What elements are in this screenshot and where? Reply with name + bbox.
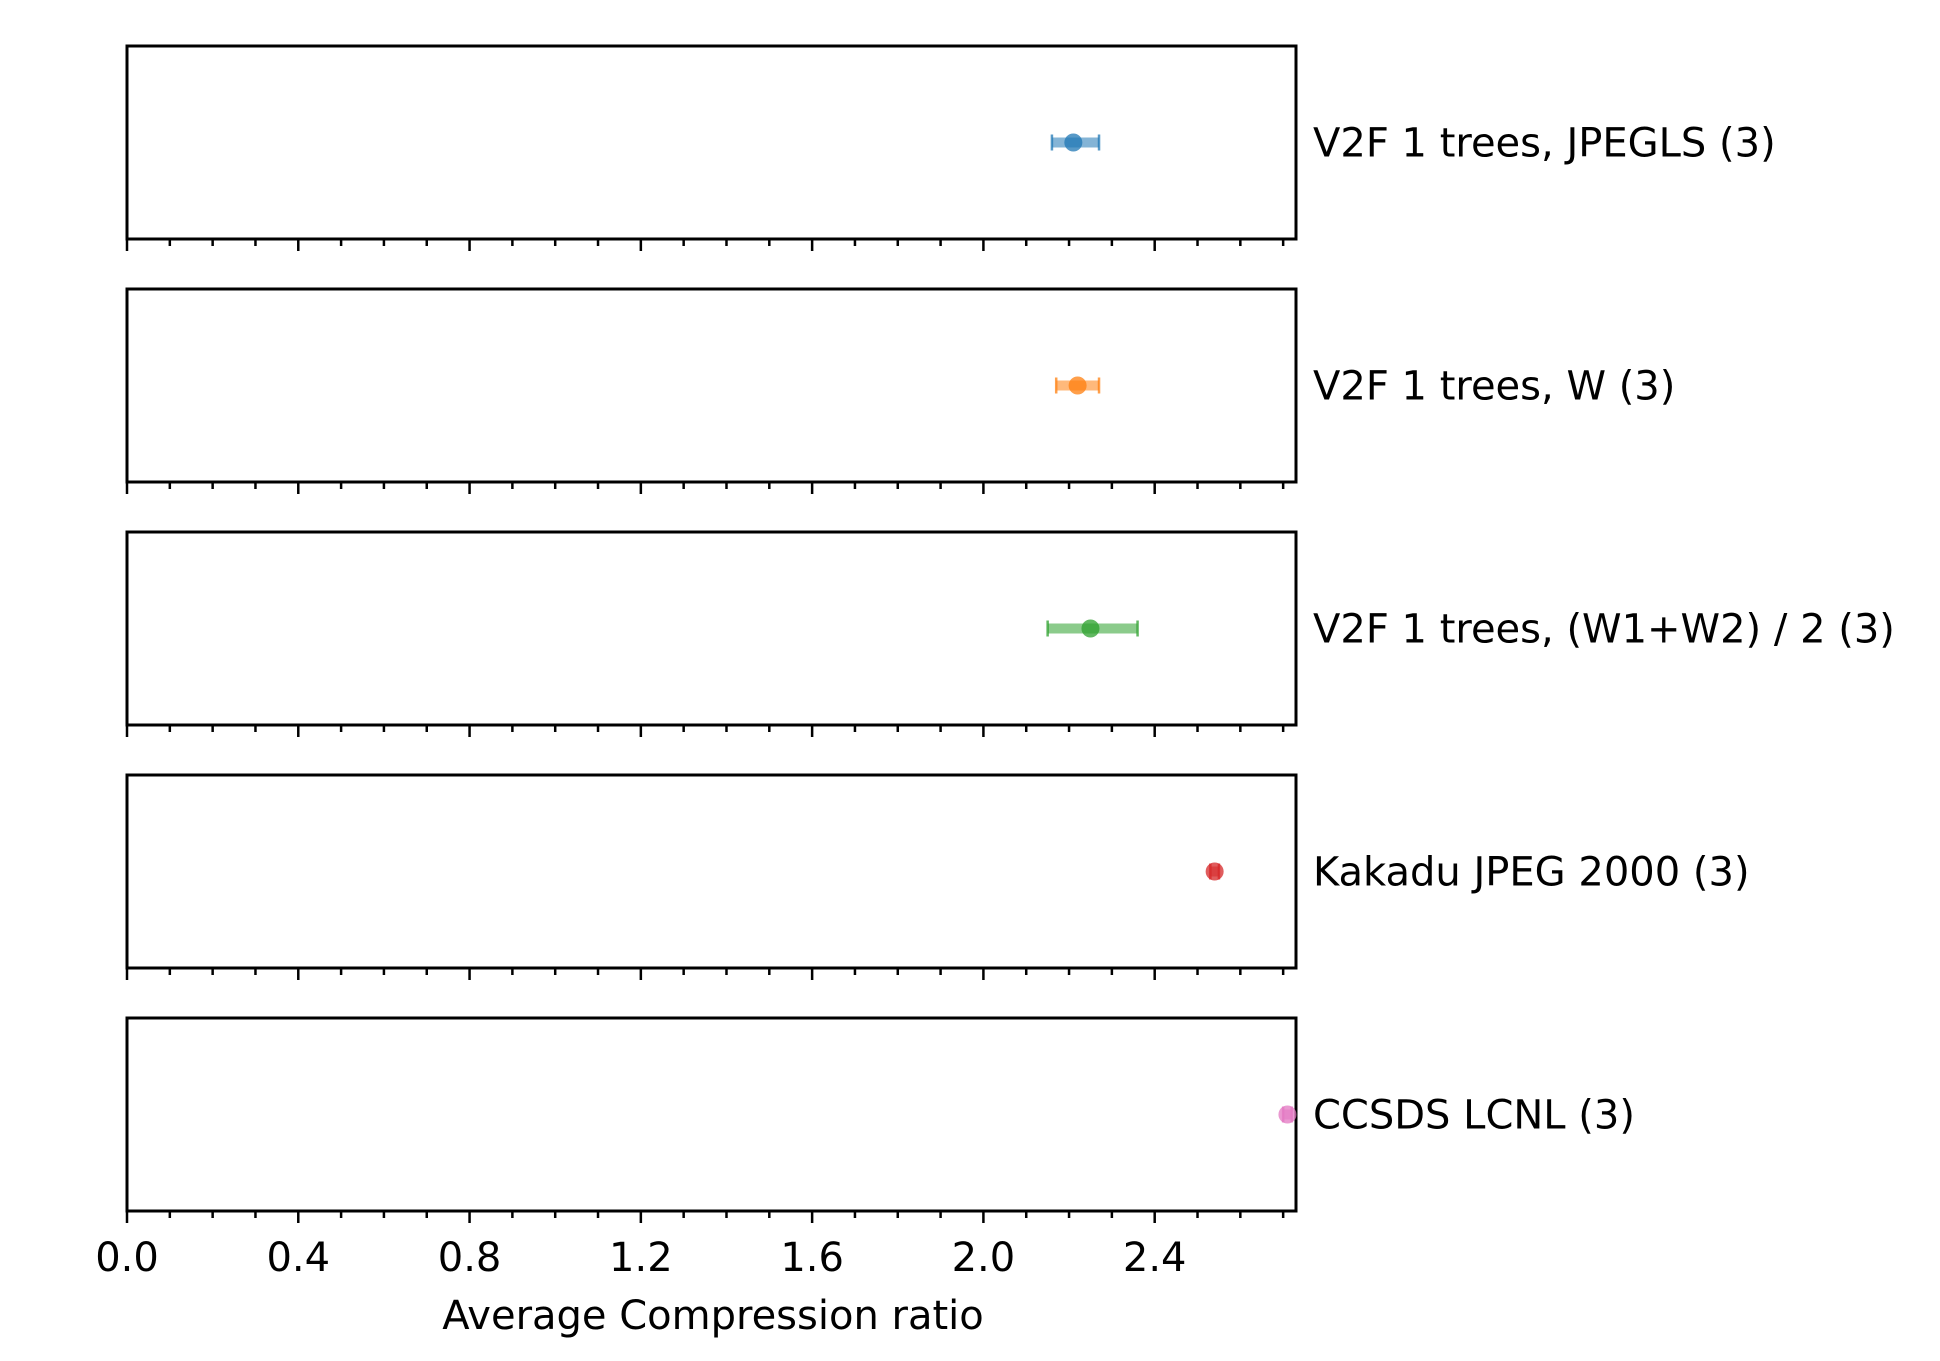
x-tick-label-6: 2.0 — [952, 1235, 1016, 1281]
series-label-1: V2F 1 trees, JPEGLS (3) — [1313, 121, 1776, 167]
panel-frame-3 — [125, 530, 1298, 727]
x-tick-label-5: 1.6 — [780, 1235, 844, 1281]
data-point-3 — [1081, 619, 1100, 638]
data-point-1 — [1064, 133, 1083, 152]
series-label-4: Kakadu JPEG 2000 (3) — [1313, 850, 1750, 896]
data-point-2 — [1068, 376, 1087, 395]
x-tick-label-3: 0.8 — [438, 1235, 502, 1281]
panel-frame-4 — [125, 773, 1298, 970]
x-tick-label-7: 2.4 — [1123, 1235, 1187, 1281]
x-axis-label: Average Compression ratio — [442, 1293, 983, 1339]
data-point-4 — [1205, 862, 1224, 881]
series-label-3: V2F 1 trees, (W1+W2) / 2 (3) — [1313, 607, 1895, 653]
data-point-5 — [1278, 1105, 1297, 1124]
panel-frame-5 — [125, 1016, 1298, 1213]
panel-frame-1 — [125, 44, 1298, 241]
x-tick-label-4: 1.2 — [609, 1235, 673, 1281]
series-label-2: V2F 1 trees, W (3) — [1313, 364, 1675, 410]
x-tick-label-2: 0.4 — [266, 1235, 330, 1281]
series-label-5: CCSDS LCNL (3) — [1313, 1093, 1635, 1139]
panel-frame-2 — [125, 287, 1298, 484]
x-tick-label-1: 0.0 — [95, 1235, 159, 1281]
